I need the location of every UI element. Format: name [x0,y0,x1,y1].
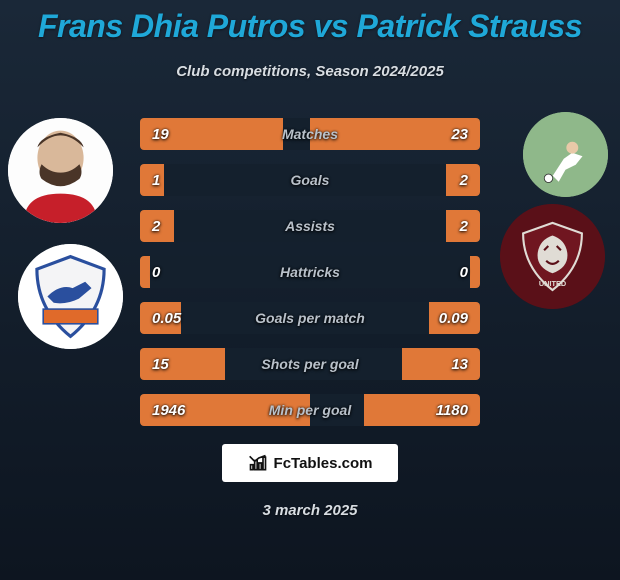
brand-text: FcTables.com [274,455,373,472]
date-text: 3 march 2025 [0,502,620,519]
chart-icon [248,453,268,473]
brand-badge[interactable]: FcTables.com [222,444,398,482]
person-icon [8,118,113,223]
stat-value-right: 0.09 [439,302,468,334]
stat-value-right: 13 [451,348,468,380]
stat-row: Matches19 23 [140,118,480,150]
stat-value-right: 2 [460,210,468,242]
shield-icon [18,244,123,349]
stat-row: Shots per goal15 13 [140,348,480,380]
stat-label: Hattricks [140,256,480,288]
stat-label: Min per goal [140,394,480,426]
stat-value-left: 0 [152,256,160,288]
club-left-badge [18,244,123,349]
stat-value-right: 23 [451,118,468,150]
stat-value-left: 19 [152,118,169,150]
stat-label: Goals [140,164,480,196]
stat-label: Matches [140,118,480,150]
stat-value-left: 1 [152,164,160,196]
stats-list: Matches1923Goals12Assists22Hattricks00Go… [140,118,480,426]
stat-value-left: 2 [152,210,160,242]
stat-row: Hattricks0 0 [140,256,480,288]
stat-row: Assists2 2 [140,210,480,242]
shield-icon: UNITED [500,204,605,309]
player-action-icon [523,112,608,197]
stat-label: Assists [140,210,480,242]
stat-row: Goals1 2 [140,164,480,196]
stat-value-right: 1180 [436,394,468,426]
player-right-avatar [523,112,608,197]
svg-text:UNITED: UNITED [539,279,566,288]
stat-row: Goals per match0.05 0.09 [140,302,480,334]
stat-label: Shots per goal [140,348,480,380]
player-left-avatar [8,118,113,223]
stat-row: Min per goal1946 1180 [140,394,480,426]
stat-value-right: 0 [460,256,468,288]
stat-label: Goals per match [140,302,480,334]
club-right-badge: UNITED [500,204,605,309]
stat-value-left: 15 [152,348,169,380]
comparison-arena: UNITED Matches1923Goals12Assists22Hattri… [0,118,620,426]
subtitle: Club competitions, Season 2024/2025 [0,63,620,80]
stat-value-left: 0.05 [152,302,181,334]
stat-value-left: 1946 [152,394,185,426]
page-title: Frans Dhia Putros vs Patrick Strauss [0,0,620,45]
stat-value-right: 2 [460,164,468,196]
